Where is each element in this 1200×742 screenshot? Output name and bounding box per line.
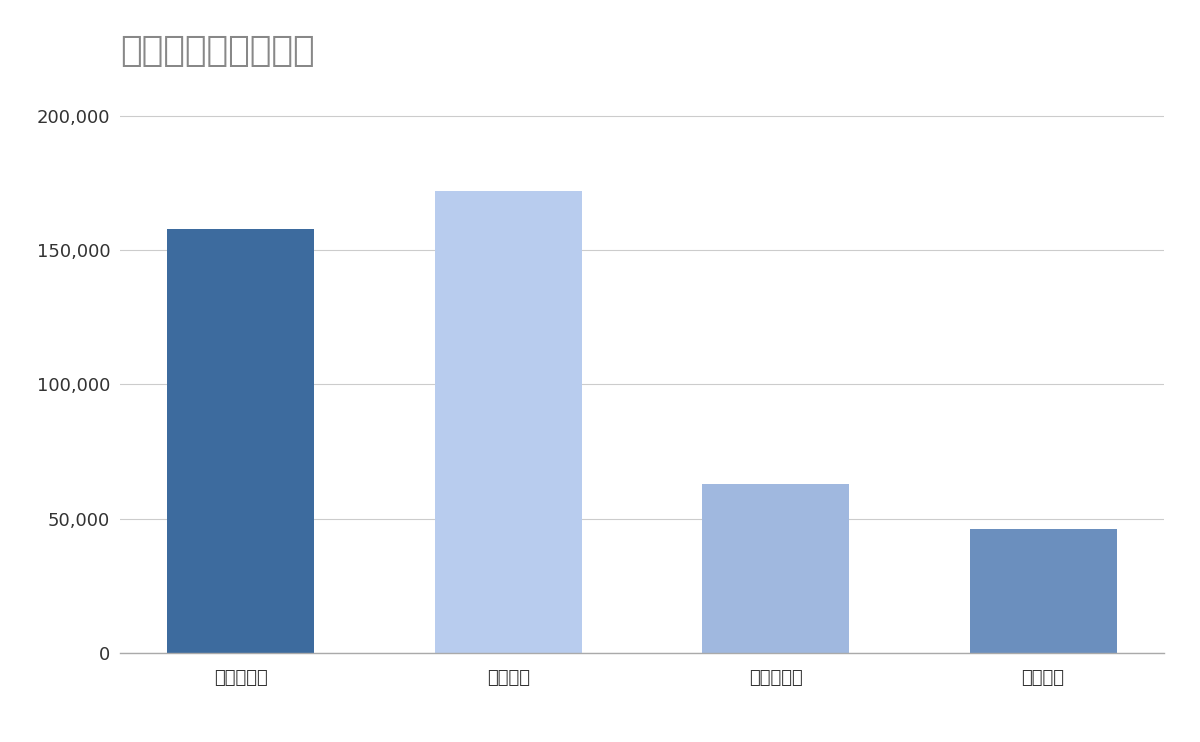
Text: 競合含む年間売上高: 競合含む年間売上高	[120, 34, 314, 68]
Bar	[434, 191, 582, 653]
Bar	[168, 229, 314, 653]
Bar	[970, 530, 1116, 653]
Bar	[702, 484, 850, 653]
